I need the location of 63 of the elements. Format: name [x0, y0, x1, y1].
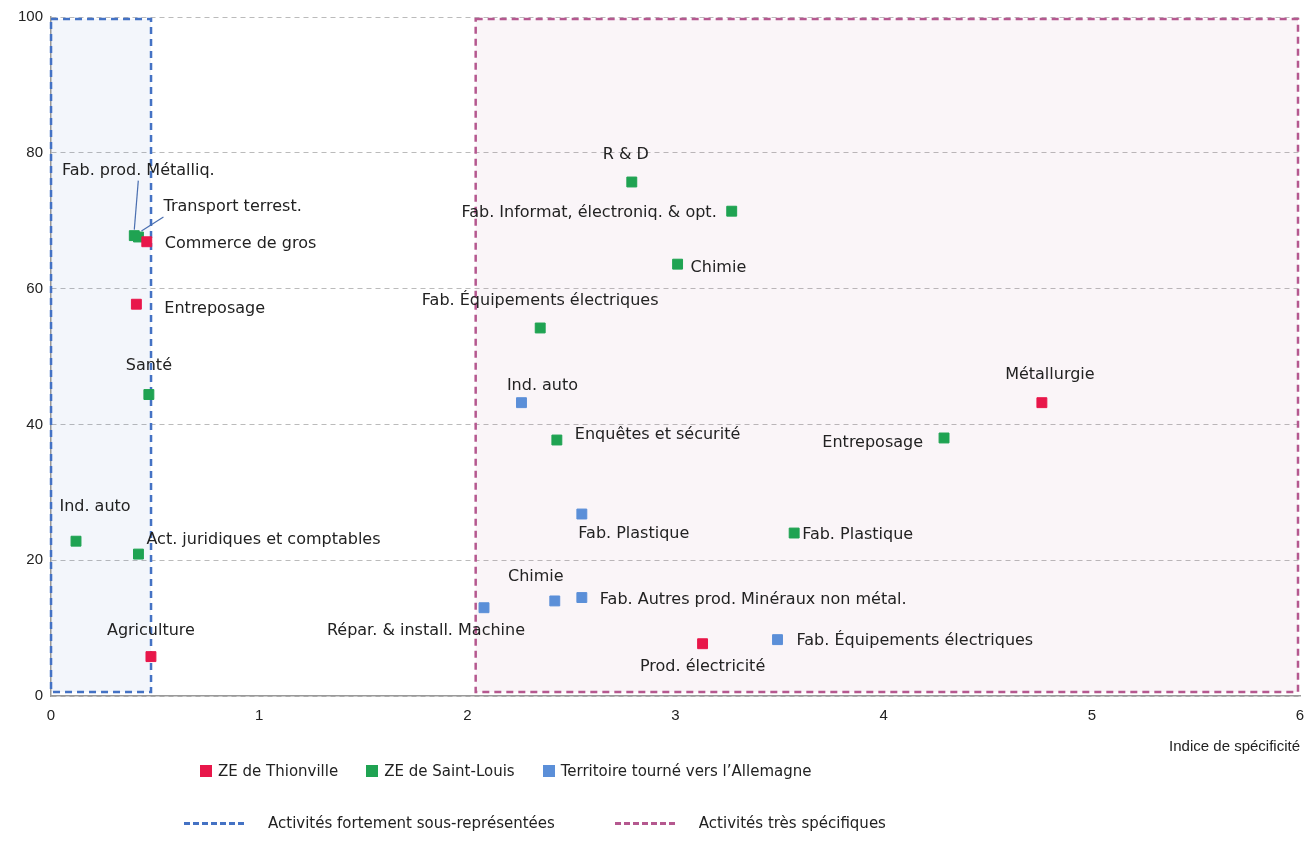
annotation: Ind. auto — [59, 496, 131, 516]
point — [70, 535, 82, 547]
x-tick-label: 2 — [463, 706, 472, 724]
annotation: Santé — [125, 354, 172, 374]
annotation: Fab. Équipements électriques — [796, 629, 1034, 649]
point — [788, 527, 800, 539]
point — [1036, 397, 1048, 409]
legend-label: ZE de Thionville — [218, 762, 339, 780]
point — [626, 176, 638, 188]
y-tick-label: 20 — [26, 550, 44, 568]
annotation: Chimie — [690, 257, 747, 277]
annotation: Répar. & install. Machine — [326, 619, 525, 639]
annotation: Transport terrest. — [162, 196, 302, 216]
legend-label: Activités très spécifiques — [698, 814, 886, 832]
x-tick-label: 0 — [46, 706, 56, 724]
point — [145, 651, 157, 663]
x-axis-title: Indice de spécificité — [1169, 737, 1300, 755]
point — [672, 258, 684, 270]
annotation: Fab. Équipements électriques — [421, 290, 659, 310]
x-tick-label: 6 — [1295, 706, 1305, 724]
point — [141, 236, 153, 248]
x-tick-label: 4 — [879, 706, 888, 724]
point — [726, 205, 738, 217]
point — [143, 389, 155, 400]
annotation: Ind. auto — [506, 374, 579, 394]
annotation: Commerce de gros — [164, 232, 317, 252]
point — [938, 432, 950, 444]
point — [576, 592, 588, 603]
point — [697, 638, 709, 650]
legend-label: Activités fortement sous-représentées — [268, 814, 555, 832]
x-tick-label: 1 — [255, 706, 264, 724]
y-tick-label: 40 — [26, 414, 44, 432]
y-tick-label: 100 — [18, 7, 44, 25]
y-tick-label: 0 — [34, 686, 44, 704]
annotation: Fab. Plastique — [802, 524, 914, 544]
annotation: Prod. électricité — [639, 655, 766, 675]
annotation: R & D — [602, 144, 649, 164]
annotation: Act. juridiques et comptables — [146, 529, 381, 549]
point — [549, 595, 561, 607]
y-tick-label: 60 — [26, 278, 44, 296]
point — [516, 397, 527, 409]
annotation: Entreposage — [822, 432, 924, 452]
annotation: Entreposage — [164, 298, 266, 318]
point — [772, 634, 783, 646]
annotation: Chimie — [507, 566, 564, 586]
annotation: Fab. Plastique — [578, 523, 690, 543]
annotation: Fab. Informat, électroniq. & opt. — [461, 202, 717, 222]
point — [133, 548, 144, 560]
annotation: Fab. Autres prod. Minéraux non métal. — [599, 588, 907, 608]
point — [478, 602, 490, 614]
annotation: Fab. prod. Métalliq. — [61, 159, 215, 179]
point — [551, 434, 563, 446]
point — [576, 508, 588, 520]
x-tick-label: 3 — [671, 706, 680, 724]
x-tick-label: 5 — [1087, 706, 1097, 724]
annotation: Métallurgie — [1005, 363, 1095, 383]
legend-label: Territoire tourné vers l’Allemagne — [560, 762, 812, 780]
annotation: Agriculture — [106, 619, 195, 639]
point — [130, 298, 142, 310]
point — [534, 322, 546, 334]
legend-label: ZE de Saint-Louis — [384, 762, 515, 780]
annotation: Enquêtes et sécurité — [574, 424, 741, 444]
y-tick-label: 80 — [26, 142, 44, 160]
